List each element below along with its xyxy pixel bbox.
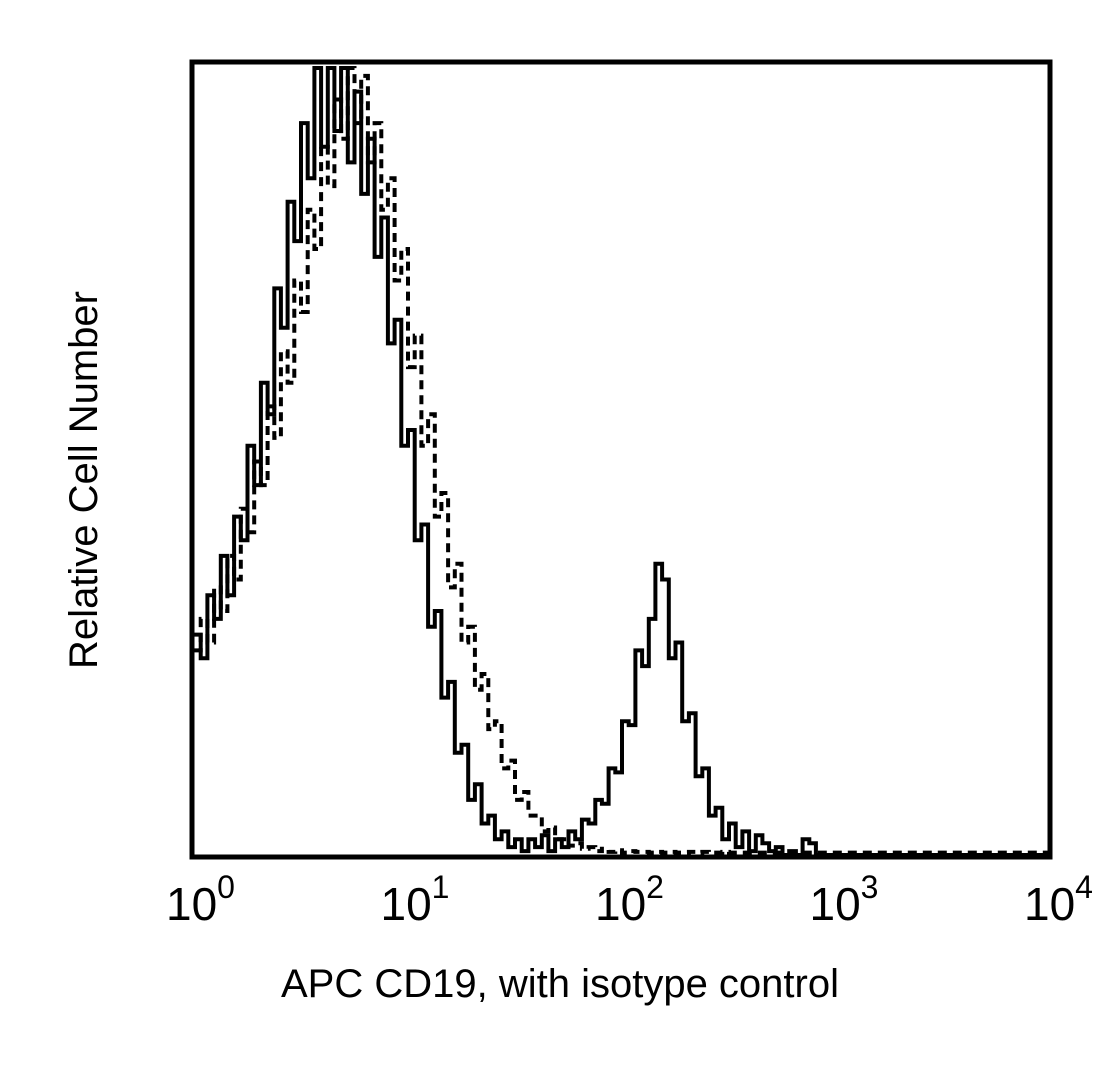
x-axis-title: APC CD19, with isotype control [281,962,839,1006]
x-axis-tick-labels: 100 101 102 103 104 [166,869,1093,930]
x-tick-label-10e1: 101 [381,869,450,930]
x-tick-label-10e3: 103 [810,869,879,930]
plot-border [189,59,1053,860]
x-tick-label-10e4: 104 [1024,869,1093,930]
cd19-solid-curve [194,66,1050,857]
x-tick-label-10e0: 100 [166,869,235,930]
y-axis-title: Relative Cell Number [62,291,106,669]
isotype-control-dashed-curve [194,66,1050,855]
x-tick-label-10e2: 102 [595,869,664,930]
